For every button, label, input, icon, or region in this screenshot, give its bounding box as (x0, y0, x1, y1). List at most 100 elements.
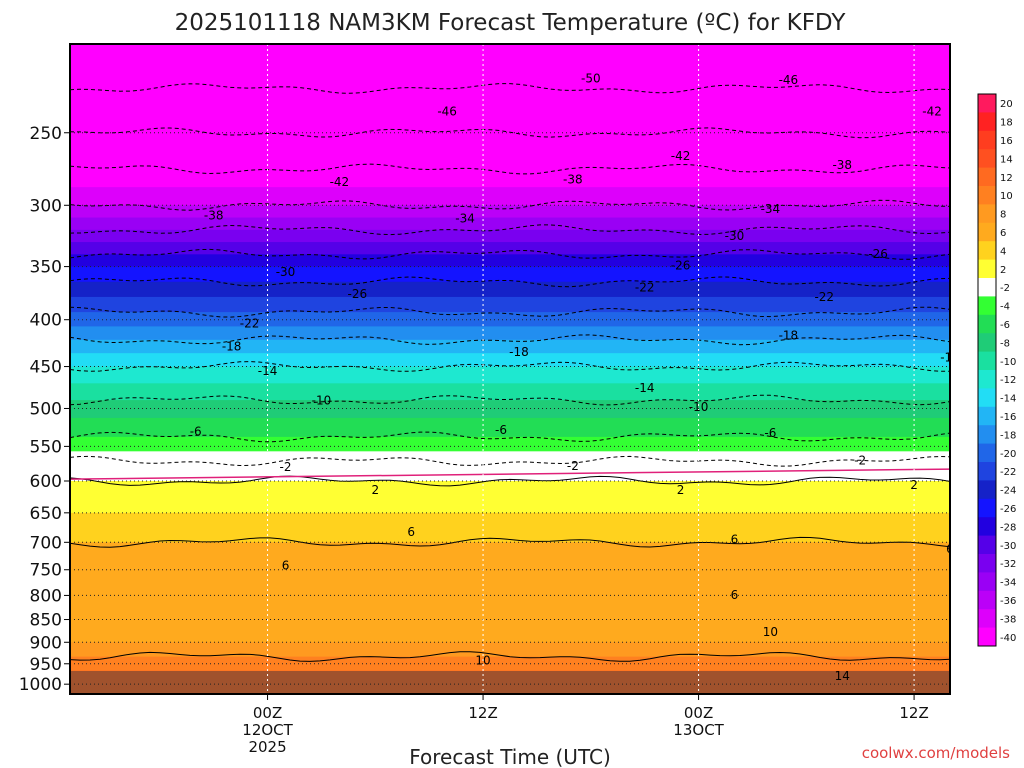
colorbar-label: 14 (1000, 154, 1013, 165)
x-axis: 00Z12OCT202512Z00Z13OCT12Z00Z14OCT (242, 694, 929, 756)
contour-label: -22 (635, 281, 655, 295)
colorbar-swatch (978, 204, 996, 224)
temperature-band (70, 417, 950, 438)
chart-title: 2025101118 NAM3KM Forecast Temperature (… (175, 10, 847, 36)
contour-label: -2 (280, 460, 292, 474)
temperature-band (70, 383, 950, 402)
colorbar-swatch (978, 94, 996, 113)
isotherm-line (70, 163, 950, 175)
colorbar-swatch (978, 627, 996, 647)
colorbar-swatch (978, 351, 996, 371)
x-tick-label: 13OCT (673, 721, 724, 739)
temperature-band (70, 187, 950, 207)
colorbar-label: -4 (1000, 302, 1010, 313)
isotherm-line (70, 475, 950, 487)
y-tick-label: 750 (30, 561, 62, 581)
colorbar-label: -38 (1000, 614, 1016, 625)
x-tick-label: 12Z (899, 704, 928, 722)
colorbar-label: -12 (1000, 375, 1016, 386)
contour-label: 2 (677, 483, 685, 497)
colorbar-swatch (978, 149, 996, 169)
colorbar-swatch (978, 186, 996, 205)
colorbar-label: 16 (1000, 136, 1013, 147)
isotherm-line (70, 276, 950, 288)
y-tick-label: 850 (30, 611, 62, 631)
colorbar-label: -30 (1000, 541, 1016, 552)
colorbar-frame (977, 93, 997, 647)
temperature-band (70, 169, 950, 189)
temperature-band (70, 461, 950, 482)
contour-label: -10 (689, 400, 709, 414)
colorbar-label: -34 (1000, 578, 1016, 589)
contour-label: 10 (475, 653, 490, 667)
isotherm-line (70, 394, 950, 406)
colorbar-label: -32 (1000, 559, 1016, 570)
x-tick-label: 00Z (684, 704, 713, 722)
colorbar-swatch (978, 462, 996, 481)
watermark: coolwx.com/models (862, 744, 1010, 762)
y-tick-label: 400 (30, 311, 62, 331)
temperature-band (70, 326, 950, 341)
isotherm-line (70, 199, 950, 211)
contour-label: 6 (407, 525, 415, 539)
contour-label: -26 (671, 258, 691, 272)
temperature-band (70, 480, 950, 514)
colorbar-label: -28 (1000, 522, 1016, 533)
y-tick-label: 450 (30, 358, 62, 378)
contour-label: 10 (763, 625, 778, 639)
y-tick-label: 250 (30, 124, 62, 144)
isotherm-line (70, 334, 950, 346)
contour-label: -22 (814, 290, 834, 304)
colorbar-label: -10 (1000, 357, 1016, 368)
y-tick-label: 350 (30, 258, 62, 278)
ground-fill (70, 671, 950, 694)
colorbar-label: -22 (1000, 467, 1016, 478)
colorbar-swatch (978, 112, 996, 132)
colorbar-label: 8 (1000, 210, 1006, 221)
colorbar-swatch (978, 333, 996, 353)
isotherm-line (70, 536, 950, 548)
contour-label: -14 (258, 364, 278, 378)
contour-label: 6 (282, 558, 290, 572)
contour-label: -42 (922, 105, 942, 119)
colorbar-label: -40 (1000, 633, 1016, 644)
y-tick-label: 700 (30, 533, 62, 553)
colorbar-swatch (978, 222, 996, 242)
colorbar-label: 20 (1000, 99, 1013, 110)
colorbar-swatch (978, 259, 996, 279)
grid-lines (70, 44, 950, 694)
colorbar-swatch (978, 370, 996, 389)
plot-frame (69, 43, 951, 695)
colorbar-label: -18 (1000, 430, 1016, 441)
contour-label: -46 (779, 73, 799, 87)
colorbar: 20 18 16 14 12 10 8 6 4 2 -2 -4 -6 -8 -10 -12 -14 -16 -18 -… (977, 93, 1016, 647)
x-tick-label: 2025 (248, 738, 286, 756)
colorbar-swatch (978, 572, 996, 592)
isotherm-line (70, 248, 950, 260)
y-tick-label: 550 (30, 437, 62, 457)
colorbar-swatch (978, 388, 996, 408)
isotherm-line (70, 431, 950, 443)
temperature-band (70, 451, 950, 463)
colorbar-label: 6 (1000, 228, 1006, 239)
contour-label: -6 (190, 425, 202, 439)
colorbar-swatch (978, 517, 996, 537)
colorbar-swatch (978, 425, 996, 445)
x-tick-label: 12OCT (242, 721, 293, 739)
colorbar-swatch (978, 443, 996, 463)
freezing-line (70, 468, 950, 480)
contour-label: -14 (940, 351, 960, 365)
contour-label: -34 (761, 202, 781, 216)
contour-label: 2 (371, 483, 379, 497)
colorbar-label: -14 (1000, 394, 1016, 405)
y-tick-label: 800 (30, 586, 62, 606)
contour-label: -6 (495, 423, 507, 437)
temperature-band (70, 296, 950, 314)
contour-label: -34 (455, 211, 475, 225)
temperature-band (70, 229, 950, 244)
isotherm-line (70, 127, 950, 139)
colorbar-swatch (978, 314, 996, 334)
temperature-band (70, 217, 950, 231)
temperature-band (70, 400, 950, 419)
